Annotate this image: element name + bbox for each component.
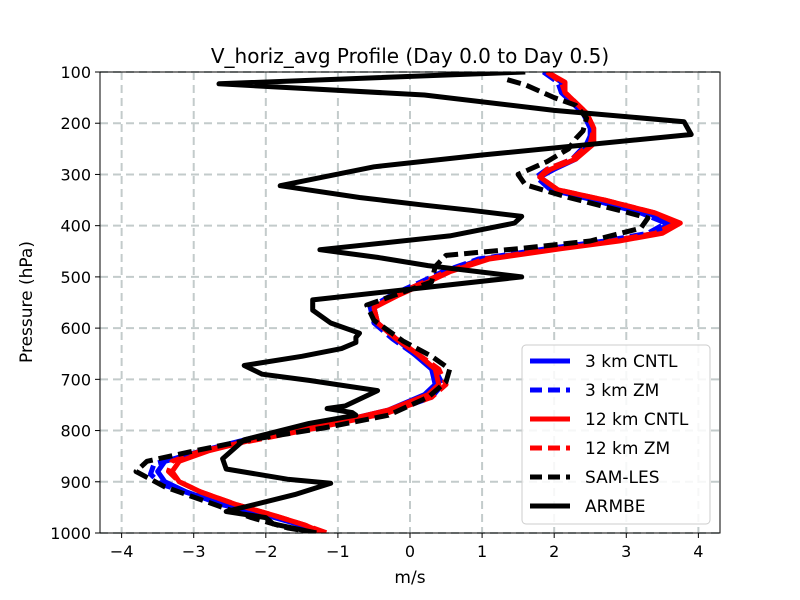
legend-label-12-km-cntl: 12 km CNTL: [585, 410, 689, 430]
x-axis-label: m/s: [394, 568, 425, 588]
y-tick-label: 700: [60, 370, 91, 389]
x-axis-ticks: −4 −3 −2 −1 0 1 2 3 4: [110, 533, 703, 561]
x-tick-label: 4: [693, 542, 703, 561]
x-tick-label: 3: [621, 542, 631, 561]
y-tick-label: 300: [60, 165, 91, 184]
y-tick-label: 800: [60, 422, 91, 441]
x-tick-label: 2: [549, 542, 559, 561]
x-tick-label: −2: [254, 542, 278, 561]
legend-label-sam-les: SAM-LES: [585, 468, 660, 488]
y-axis-ticks: 100 200 300 400 500 600 700 800 900 1000: [50, 63, 100, 543]
x-tick-label: −4: [110, 542, 134, 561]
x-tick-label: 0: [405, 542, 415, 561]
chart-title: V_horiz_avg Profile (Day 0.0 to Day 0.5): [211, 44, 609, 68]
y-tick-label: 600: [60, 319, 91, 338]
series-line-12-km-zm: [166, 72, 680, 533]
legend: 3 km CNTL 3 km ZM 12 km CNTL 12 km ZM SAM-LE…: [521, 344, 711, 525]
x-tick-label: −1: [326, 542, 350, 561]
series-line-armbe: [216, 72, 694, 533]
y-tick-label: 400: [60, 217, 91, 236]
legend-label-3-km-zm: 3 km ZM: [585, 381, 659, 401]
y-tick-label: 900: [60, 473, 91, 492]
x-tick-label: 1: [477, 542, 487, 561]
legend-label-armbe: ARMBE: [585, 497, 646, 517]
legend-label-12-km-zm: 12 km ZM: [585, 439, 670, 459]
y-tick-label: 200: [60, 114, 91, 133]
y-tick-label: 500: [60, 268, 91, 287]
y-tick-label: 100: [60, 63, 91, 82]
y-axis-label: Pressure (hPa): [17, 241, 37, 363]
series-lines: [133, 72, 694, 533]
legend-label-3-km-cntl: 3 km CNTL: [585, 352, 678, 372]
x-tick-label: −3: [182, 542, 206, 561]
y-tick-label: 1000: [50, 524, 91, 543]
